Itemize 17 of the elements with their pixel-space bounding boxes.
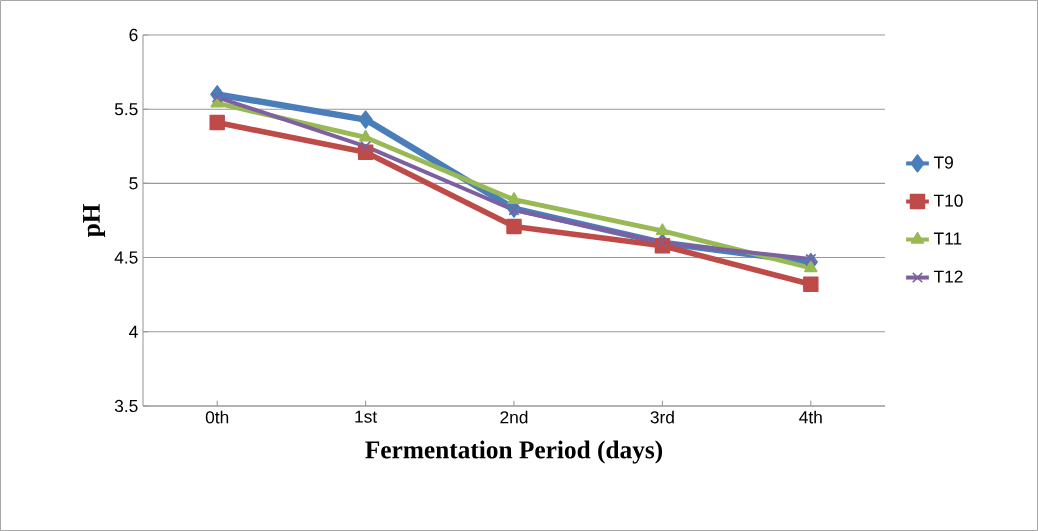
legend-label: T10 xyxy=(933,194,963,207)
y-tick-label: 3.5 xyxy=(114,399,138,413)
y-tick-label: 4 xyxy=(129,325,138,338)
x-tick-label: 4th xyxy=(799,410,822,424)
legend-label: T11 xyxy=(933,232,962,245)
x-tick-label: 1st xyxy=(355,410,378,423)
x-tick-label: 3rd xyxy=(650,410,674,424)
y-tick-label: 6 xyxy=(129,28,138,42)
y-tick-label: 5 xyxy=(129,177,138,190)
x-tick-label: 0th xyxy=(205,410,229,424)
legend-label: T12 xyxy=(933,270,963,283)
y-tick-label: 5.5 xyxy=(114,103,138,116)
y-tick-label: 4.5 xyxy=(114,251,138,264)
x-axis-title: Fermentation Period (days) xyxy=(365,440,663,464)
x-tick-label: 2nd xyxy=(500,410,528,424)
y-axis-title: pH xyxy=(83,204,106,238)
legend-label: T9 xyxy=(933,156,953,169)
